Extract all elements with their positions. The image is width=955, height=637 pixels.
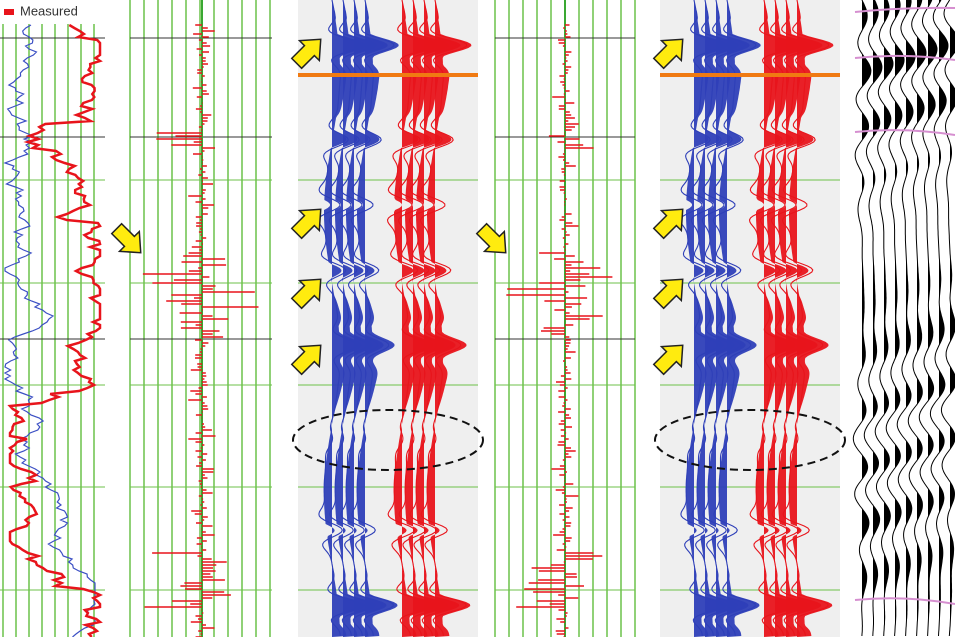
seismic-trace — [852, 0, 872, 637]
panel-background — [660, 0, 840, 637]
arrow — [652, 344, 684, 376]
trace-fill — [427, 0, 472, 637]
arrow — [652, 208, 684, 240]
trace-fill — [778, 0, 823, 637]
trace-fill — [719, 0, 761, 637]
arrow — [290, 38, 322, 70]
panel-background — [298, 0, 478, 637]
trace — [701, 0, 746, 637]
seismic-trace — [863, 0, 883, 637]
trace — [690, 0, 735, 637]
trace-fill — [324, 0, 366, 637]
seismic-trace — [896, 0, 916, 637]
trace — [339, 0, 384, 637]
trace — [328, 0, 373, 637]
horizon-pick — [854, 54, 955, 61]
seismic-fill — [906, 0, 916, 637]
arrow — [110, 222, 142, 254]
trace-fill — [756, 0, 801, 637]
seismic-trace — [929, 0, 949, 637]
trace-fill — [335, 0, 377, 637]
arrow — [290, 344, 322, 376]
arrow — [652, 278, 684, 310]
trace-fill — [789, 0, 834, 637]
trace-fill — [394, 0, 439, 637]
trace-fill — [697, 0, 739, 637]
trace — [419, 0, 468, 637]
trace-fill — [357, 0, 399, 637]
highlight-ellipse — [292, 409, 484, 471]
horizon-pick — [854, 129, 955, 136]
trace-fill — [686, 0, 728, 637]
arrow — [475, 222, 507, 254]
trace — [350, 0, 395, 637]
trace-fill — [416, 0, 461, 637]
trace — [679, 0, 724, 637]
seismic-trace — [907, 0, 927, 637]
arrow — [652, 38, 684, 70]
seismic-fill — [862, 0, 871, 637]
trace — [781, 0, 830, 637]
trace-fill — [767, 0, 812, 637]
seismic-fill — [950, 0, 955, 637]
arrow — [290, 278, 322, 310]
horizon-pick — [854, 6, 955, 13]
horizon-pick — [854, 597, 955, 605]
reflectivity-spikes — [506, 24, 613, 637]
trace-fill — [405, 0, 450, 637]
reflectivity-spikes — [142, 24, 259, 637]
seismic-trace — [874, 0, 894, 637]
arrow — [290, 208, 322, 240]
seismic-fill — [939, 0, 948, 637]
legend-box — [0, 0, 118, 24]
legend-swatch — [4, 9, 14, 15]
seismic-trace — [885, 0, 905, 637]
legend-label: Measured — [20, 3, 78, 18]
log-curve — [3, 24, 96, 637]
seismic-trace — [918, 0, 938, 637]
log-curve — [7, 23, 103, 637]
trace — [712, 0, 757, 637]
trace-fill — [346, 0, 388, 637]
highlight-ellipse — [654, 409, 846, 471]
trace-fill — [708, 0, 750, 637]
trace — [317, 0, 362, 637]
